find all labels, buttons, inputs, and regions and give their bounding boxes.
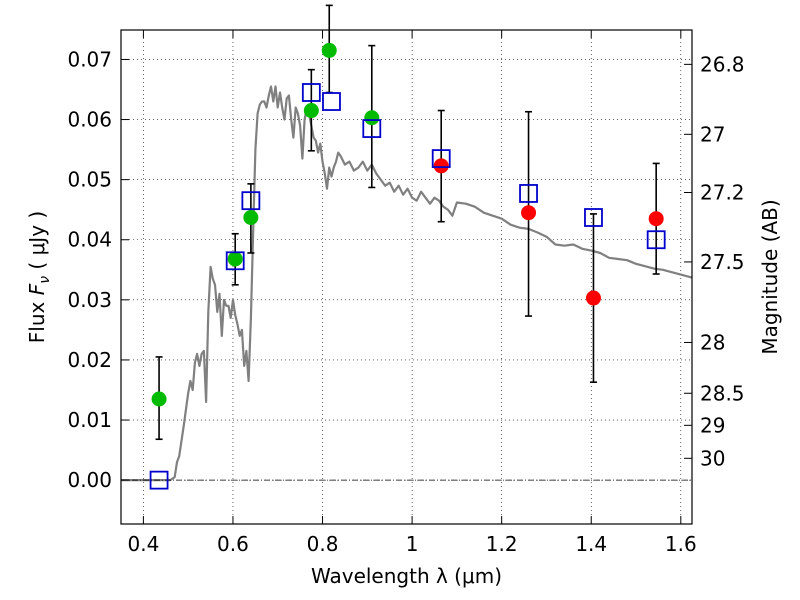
y-axis-title: Flux Fν ( μJy ) <box>25 211 53 343</box>
blue-model-square <box>431 149 451 169</box>
y-tick-label: 0.07 <box>67 47 112 71</box>
blue-model-square <box>519 184 538 203</box>
x-tick-label: 0.4 <box>127 532 159 556</box>
green-data-point <box>321 42 337 58</box>
right-axis-title: Magnitude (AB) <box>758 199 782 354</box>
errorbar-layer <box>155 4 660 441</box>
x-axis-title: Wavelength λ (μm) <box>311 564 502 588</box>
y-tick-label: 0.05 <box>67 168 112 192</box>
grid <box>121 30 692 524</box>
green-data-point <box>227 251 243 267</box>
red-data-point <box>648 211 664 227</box>
plot-frame <box>120 29 693 525</box>
blue-model-square <box>584 208 603 227</box>
y-tick-label: 0.02 <box>67 348 112 372</box>
y-tick-label: 0.06 <box>67 108 112 132</box>
green-data-point <box>303 103 319 119</box>
blue-model-square <box>301 83 321 102</box>
tick-layer: 0.4 0.6 0.8 1 1.2 1.4 1.6 0.00 0.01 0.02 0.03 0.04 0… <box>67 30 745 556</box>
green-data-point <box>364 110 380 126</box>
right-tick-label: 27.5 <box>700 250 745 274</box>
blue-model-square <box>362 119 382 138</box>
blue-model-square <box>225 251 245 271</box>
right-tick-label: 29 <box>700 413 725 437</box>
x-tick-label: 1 <box>406 532 419 556</box>
data-point-layer <box>149 42 666 490</box>
model-sed-line <box>121 85 693 482</box>
x-tick-label: 0.6 <box>217 532 249 556</box>
blue-model-square <box>149 470 169 490</box>
green-data-point <box>243 210 259 226</box>
y-tick-label: 0.01 <box>67 408 112 432</box>
blue-model-square <box>322 92 341 111</box>
blue-model-square <box>241 191 261 211</box>
right-tick-label: 28 <box>700 330 725 354</box>
right-tick-label: 27.2 <box>700 180 745 204</box>
x-tick-label: 1.4 <box>575 532 607 556</box>
right-tick-label: 26.8 <box>700 52 745 76</box>
red-data-point <box>521 205 537 221</box>
y-tick-label: 0.00 <box>67 468 112 492</box>
red-data-point <box>585 290 601 306</box>
red-data-point <box>433 158 449 174</box>
blue-model-square <box>646 230 666 250</box>
x-tick-label: 1.6 <box>665 532 697 556</box>
x-tick-label: 1.2 <box>486 532 518 556</box>
green-data-point <box>151 391 167 407</box>
y-tick-label: 0.04 <box>67 228 112 252</box>
model-sed-layer <box>121 85 693 482</box>
right-tick-label: 27 <box>700 122 725 146</box>
right-tick-label: 30 <box>700 446 725 470</box>
x-tick-label: 0.8 <box>307 532 339 556</box>
right-tick-label: 28.5 <box>700 381 745 405</box>
y-tick-label: 0.03 <box>67 288 112 312</box>
